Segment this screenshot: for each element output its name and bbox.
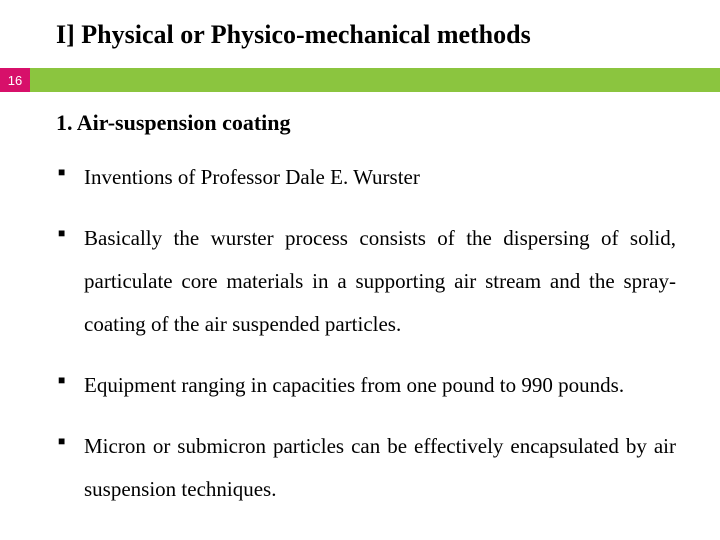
header-bar: 16 bbox=[0, 68, 720, 92]
list-item: Micron or submicron particles can be eff… bbox=[56, 425, 676, 511]
section-subheading: 1. Air-suspension coating bbox=[56, 110, 676, 136]
slide-content: 1. Air-suspension coating Inventions of … bbox=[56, 110, 676, 529]
bullet-list: Inventions of Professor Dale E. Wurster … bbox=[56, 156, 676, 511]
page-number-badge: 16 bbox=[0, 68, 30, 92]
list-item: Basically the wurster process consists o… bbox=[56, 217, 676, 346]
slide-title: I] Physical or Physico-mechanical method… bbox=[56, 20, 531, 50]
list-item: Inventions of Professor Dale E. Wurster bbox=[56, 156, 676, 199]
accent-bar bbox=[30, 68, 720, 92]
list-item: Equipment ranging in capacities from one… bbox=[56, 364, 676, 407]
